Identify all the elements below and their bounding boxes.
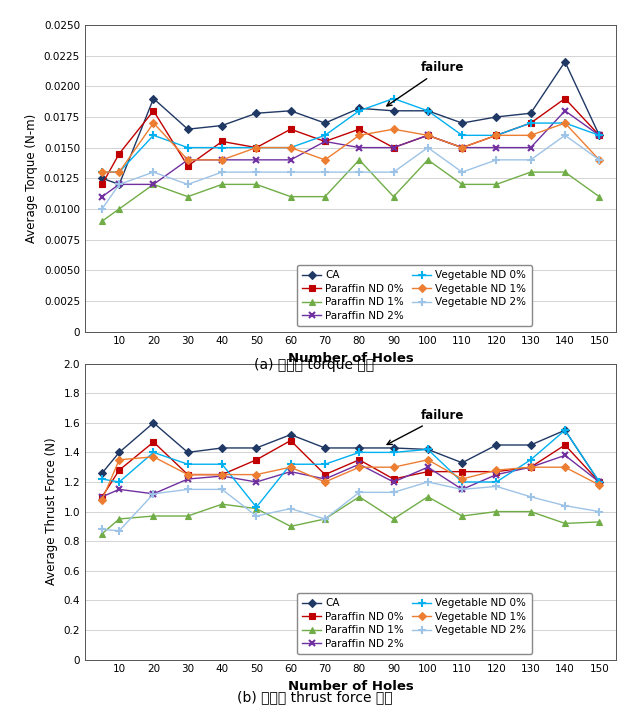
Text: (b) 드릴링 thrust force 결과: (b) 드릴링 thrust force 결과 — [237, 690, 392, 704]
Y-axis label: Average Thrust Force (N): Average Thrust Force (N) — [45, 438, 58, 585]
Text: (a) 드릴링 torque 결과: (a) 드릴링 torque 결과 — [255, 358, 374, 372]
Legend: CA, Paraffin ND 0%, Paraffin ND 1%, Paraffin ND 2%, Vegetable ND 0%, Vegetable N: CA, Paraffin ND 0%, Paraffin ND 1%, Para… — [298, 265, 532, 327]
Text: failure: failure — [387, 409, 464, 444]
Text: failure: failure — [387, 61, 464, 106]
X-axis label: Number of Holes: Number of Holes — [288, 352, 413, 365]
Y-axis label: Average Torque (N-m): Average Torque (N-m) — [25, 113, 38, 243]
Legend: CA, Paraffin ND 0%, Paraffin ND 1%, Paraffin ND 2%, Vegetable ND 0%, Vegetable N: CA, Paraffin ND 0%, Paraffin ND 1%, Para… — [298, 593, 532, 655]
X-axis label: Number of Holes: Number of Holes — [288, 680, 413, 693]
